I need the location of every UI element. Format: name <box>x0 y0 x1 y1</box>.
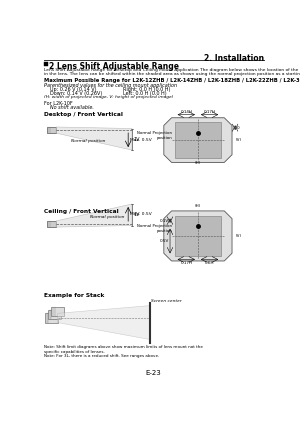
Text: Ceiling / Front Vertical: Ceiling / Front Vertical <box>44 209 118 214</box>
Text: (H: width of projected image, V: height of projected image): (H: width of projected image, V: height … <box>44 95 173 99</box>
Text: Note: For 3L, there is a reduced shift. See ranges above.: Note: For 3L, there is a reduced shift. … <box>44 354 159 358</box>
Bar <box>52 307 64 316</box>
Polygon shape <box>58 306 150 340</box>
Polygon shape <box>56 127 132 150</box>
Text: (H): (H) <box>195 204 201 208</box>
Text: Normal Projection
position: Normal Projection position <box>137 132 172 140</box>
Text: 0.1V: 0.1V <box>160 219 169 222</box>
Text: 0.17H: 0.17H <box>204 110 216 113</box>
Text: 0.17H: 0.17H <box>180 261 192 264</box>
Text: (H): (H) <box>195 161 201 165</box>
Bar <box>48 310 61 319</box>
Bar <box>44 62 48 66</box>
Text: Note: Shift limit diagrams above show maximum limits of lens mount not the: Note: Shift limit diagrams above show ma… <box>44 345 202 349</box>
Polygon shape <box>56 204 132 227</box>
Text: For L2K-10F: For L2K-10F <box>44 101 72 106</box>
Text: Normal position: Normal position <box>71 139 105 143</box>
Text: Maximum Possible Range for L2K-12ZHB / L2K-14ZHB / L2K-18ZHB / L2K-22ZHB / L2K-3: Maximum Possible Range for L2K-12ZHB / L… <box>44 79 300 83</box>
Text: Max. 0.5V: Max. 0.5V <box>130 138 152 142</box>
Bar <box>45 313 58 323</box>
Text: specific capabilities of lenses.: specific capabilities of lenses. <box>44 349 104 354</box>
Polygon shape <box>164 118 232 162</box>
Text: in the lens. The lens can be shifted within the shaded area as shown using the n: in the lens. The lens can be shifted wit… <box>44 71 300 76</box>
Text: Desktop / Front Vertical: Desktop / Front Vertical <box>44 113 123 117</box>
Polygon shape <box>164 211 232 261</box>
Text: Up: 0.26 V (0.14 V): Up: 0.26 V (0.14 V) <box>50 87 96 92</box>
Text: 0.5V: 0.5V <box>160 239 169 243</box>
Text: (V): (V) <box>235 138 241 142</box>
Text: 2. Installation: 2. Installation <box>204 54 264 63</box>
Text: Right: 0.0 H (0.0 H): Right: 0.0 H (0.0 H) <box>123 87 170 92</box>
Text: Parenthesized values for the ceiling mount application: Parenthesized values for the ceiling mou… <box>44 83 177 88</box>
Text: No shift available.: No shift available. <box>50 104 94 110</box>
Text: Max. 0.5V: Max. 0.5V <box>130 212 152 216</box>
Text: 0: 0 <box>237 126 239 130</box>
Text: Left: 0.0 H (0.0 H): Left: 0.0 H (0.0 H) <box>123 91 166 96</box>
Text: 1V: 1V <box>134 212 140 217</box>
Text: Down: 0.14 V (0.26V): Down: 0.14 V (0.26V) <box>50 91 102 96</box>
Bar <box>175 122 221 158</box>
Text: Normal position: Normal position <box>90 215 124 219</box>
Text: 1V: 1V <box>134 137 140 142</box>
Text: 0.14H: 0.14H <box>180 110 192 113</box>
Text: Example for Stack: Example for Stack <box>44 293 104 298</box>
Bar <box>175 216 221 256</box>
Text: Screen center: Screen center <box>152 299 182 302</box>
Text: Normal Projection
position: Normal Projection position <box>137 224 172 233</box>
Text: (V): (V) <box>235 234 241 238</box>
Bar <box>47 221 56 227</box>
Text: 0.6H: 0.6H <box>205 261 214 264</box>
Text: Lens Shift Adjustable Range for Desktop and Ceiling Mount Application The diagra: Lens Shift Adjustable Range for Desktop … <box>44 68 300 72</box>
Text: E-23: E-23 <box>146 370 162 376</box>
Text: 2 Lens Shift Adjustable Range: 2 Lens Shift Adjustable Range <box>49 62 179 71</box>
Bar <box>47 127 56 133</box>
